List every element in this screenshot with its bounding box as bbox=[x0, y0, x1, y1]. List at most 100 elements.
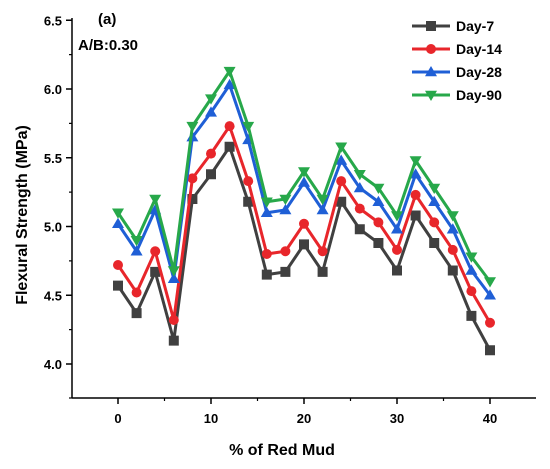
legend-item-day-28: Day-28 bbox=[412, 64, 502, 80]
data-point-day-14 bbox=[485, 317, 495, 328]
data-point-day-28 bbox=[484, 289, 496, 300]
y-tick-label: 6.5 bbox=[44, 13, 62, 28]
data-point-day-90 bbox=[372, 183, 385, 194]
data-point-day-14 bbox=[447, 244, 458, 255]
data-point-day-28 bbox=[335, 154, 348, 165]
panel-label: (a) bbox=[98, 11, 116, 28]
data-point-day-90 bbox=[353, 170, 366, 181]
legend-item-day-90: Day-90 bbox=[412, 87, 502, 103]
data-point-day-7 bbox=[354, 224, 365, 235]
data-point-day-90 bbox=[279, 194, 292, 205]
series-layer bbox=[112, 66, 496, 356]
data-point-day-7 bbox=[447, 265, 458, 276]
data-point-day-90 bbox=[149, 194, 162, 205]
data-point-day-14 bbox=[224, 121, 235, 132]
data-point-day-14 bbox=[280, 246, 291, 257]
data-point-day-14 bbox=[299, 218, 309, 229]
legend-label-day-90: Day-90 bbox=[456, 87, 502, 103]
legend-label-day-28: Day-28 bbox=[456, 64, 502, 80]
data-point-day-7 bbox=[150, 266, 161, 277]
x-tick-label: 30 bbox=[390, 411, 404, 426]
data-point-day-7 bbox=[261, 269, 272, 280]
data-point-day-90 bbox=[205, 94, 217, 105]
data-point-day-28 bbox=[409, 168, 422, 179]
data-point-day-28 bbox=[428, 195, 441, 206]
data-point-day-7 bbox=[168, 335, 179, 346]
data-point-day-14 bbox=[429, 217, 440, 228]
data-point-day-90 bbox=[112, 208, 124, 219]
data-point-day-90 bbox=[391, 211, 403, 222]
data-point-day-28 bbox=[391, 223, 403, 234]
data-point-day-28 bbox=[353, 182, 366, 193]
legend-item-day-14: Day-14 bbox=[412, 41, 502, 57]
data-point-day-28 bbox=[167, 272, 180, 283]
data-point-day-28 bbox=[465, 264, 478, 275]
data-point-day-28 bbox=[446, 223, 459, 234]
data-point-day-90 bbox=[409, 156, 422, 167]
series-day-90 bbox=[112, 66, 496, 288]
legend-marker-day-14 bbox=[426, 44, 436, 54]
data-point-day-14 bbox=[261, 249, 272, 259]
series-day-7 bbox=[113, 141, 495, 356]
data-point-day-90 bbox=[260, 197, 273, 208]
data-point-day-28 bbox=[372, 195, 385, 206]
data-point-day-7 bbox=[206, 169, 216, 180]
data-point-day-14 bbox=[373, 217, 384, 228]
data-point-day-28 bbox=[130, 245, 143, 256]
data-point-day-7 bbox=[187, 194, 198, 204]
x-tick-label: 40 bbox=[483, 411, 497, 426]
data-point-day-28 bbox=[205, 106, 217, 117]
data-point-day-90 bbox=[446, 211, 459, 222]
data-point-day-90 bbox=[167, 266, 180, 277]
data-point-day-28 bbox=[223, 78, 236, 90]
x-tick-label: 0 bbox=[114, 411, 121, 426]
data-point-day-7 bbox=[224, 141, 235, 152]
data-point-day-14 bbox=[354, 203, 365, 214]
data-point-day-90 bbox=[484, 277, 496, 288]
data-point-day-28 bbox=[279, 204, 292, 215]
series-day-14 bbox=[113, 121, 495, 328]
data-point-day-7 bbox=[466, 310, 477, 321]
axes: 4.0 4.5 5.0 5.5 6.0 6.5 0 10 20 30 40 bbox=[44, 13, 536, 426]
legend-marker-day-90 bbox=[425, 90, 437, 101]
data-point-day-28 bbox=[112, 217, 124, 228]
data-point-day-14 bbox=[243, 176, 254, 187]
x-tick-label: 20 bbox=[297, 411, 311, 426]
legend-marker-day-28 bbox=[425, 66, 437, 77]
data-point-day-90 bbox=[130, 236, 143, 247]
data-point-day-7 bbox=[317, 266, 328, 277]
data-point-day-14 bbox=[150, 246, 161, 257]
y-tick-label: 4.5 bbox=[44, 288, 62, 303]
data-point-day-14 bbox=[131, 287, 142, 298]
data-point-day-7 bbox=[243, 196, 254, 207]
data-point-day-14 bbox=[206, 148, 216, 159]
data-point-day-90 bbox=[428, 183, 441, 194]
data-point-day-7 bbox=[336, 196, 347, 207]
data-point-day-7 bbox=[410, 210, 421, 221]
data-point-day-14 bbox=[466, 286, 477, 297]
data-point-day-7 bbox=[373, 238, 384, 248]
data-point-day-7 bbox=[280, 266, 291, 277]
legend: Day-7 Day-14 Day-28 Day-90 bbox=[412, 18, 502, 103]
data-point-day-14 bbox=[168, 315, 179, 325]
x-tick-label: 10 bbox=[204, 411, 218, 426]
data-point-day-7 bbox=[113, 280, 123, 291]
y-tick-label: 4.0 bbox=[44, 357, 62, 372]
legend-item-day-7: Day-7 bbox=[412, 18, 494, 34]
y-axis-title: Flexural Strength (MPa) bbox=[14, 125, 31, 305]
data-point-day-90 bbox=[223, 66, 236, 78]
data-point-day-90 bbox=[242, 121, 255, 133]
y-tick-label: 5.5 bbox=[44, 151, 62, 166]
data-point-day-90 bbox=[316, 194, 329, 205]
legend-label-day-7: Day-7 bbox=[456, 18, 494, 34]
data-point-day-14 bbox=[336, 176, 347, 187]
y-tick-label: 6.0 bbox=[44, 82, 62, 97]
data-point-day-28 bbox=[260, 206, 273, 217]
data-point-day-14 bbox=[392, 244, 402, 255]
data-point-day-7 bbox=[299, 239, 309, 250]
legend-label-day-14: Day-14 bbox=[456, 41, 502, 57]
data-point-day-90 bbox=[335, 142, 348, 153]
chart-subtitle: A/B:0.30 bbox=[78, 37, 138, 54]
data-point-day-90 bbox=[186, 121, 199, 133]
